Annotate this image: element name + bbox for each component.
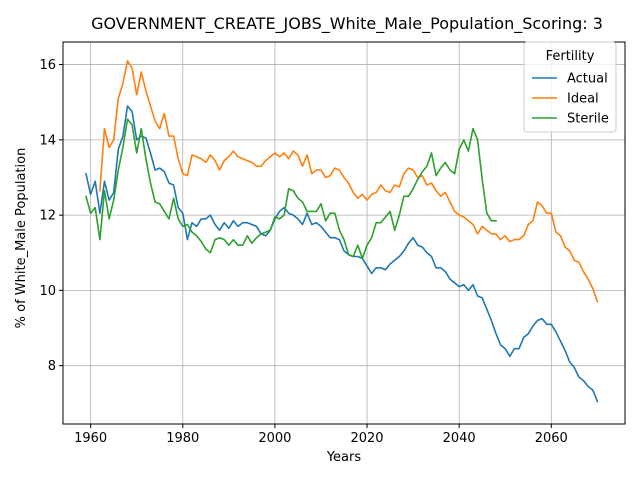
series-layer (85, 59, 599, 403)
y-tick-label: 10 (39, 284, 56, 299)
legend-label-sterile: Sterile (567, 112, 609, 127)
tick-layer: 1960 1980 2000 2020 2040 2060 8 10 12 14 16 (39, 58, 567, 446)
legend-box (523, 41, 617, 133)
legend-label-ideal: Ideal (567, 92, 599, 107)
x-axis-label: Years (326, 450, 362, 465)
series-line-ideal (99, 59, 599, 303)
y-tick-label: 16 (39, 58, 56, 73)
legend-title: Fertility (546, 49, 595, 64)
series-line-actual (85, 105, 599, 403)
x-tick-label: 2000 (258, 431, 291, 446)
y-tick-label: 12 (39, 209, 56, 224)
y-axis-label: % of White_Male Population (14, 148, 29, 329)
chart-title: GOVERNMENT_CREATE_JOBS_White_Male_Popula… (91, 14, 603, 34)
x-tick-label: 1960 (74, 431, 107, 446)
y-tick-label: 8 (48, 359, 56, 374)
legend-items: Actual Ideal Sterile (532, 72, 609, 127)
x-tick-label: 2060 (535, 431, 568, 446)
x-tick-label: 2040 (443, 431, 476, 446)
legend-label-actual: Actual (567, 72, 608, 87)
x-tick-label: 1980 (166, 431, 199, 446)
y-tick-label: 14 (39, 133, 56, 148)
plot-frame (62, 41, 626, 425)
x-tick-label: 2020 (350, 431, 383, 446)
series-line-sterile (85, 118, 497, 260)
legend: Fertility Actual Ideal Sterile (523, 41, 617, 133)
